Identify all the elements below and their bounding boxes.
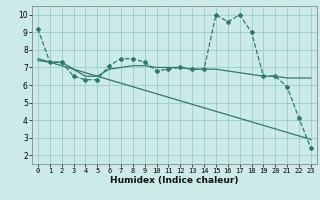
X-axis label: Humidex (Indice chaleur): Humidex (Indice chaleur) xyxy=(110,176,239,185)
